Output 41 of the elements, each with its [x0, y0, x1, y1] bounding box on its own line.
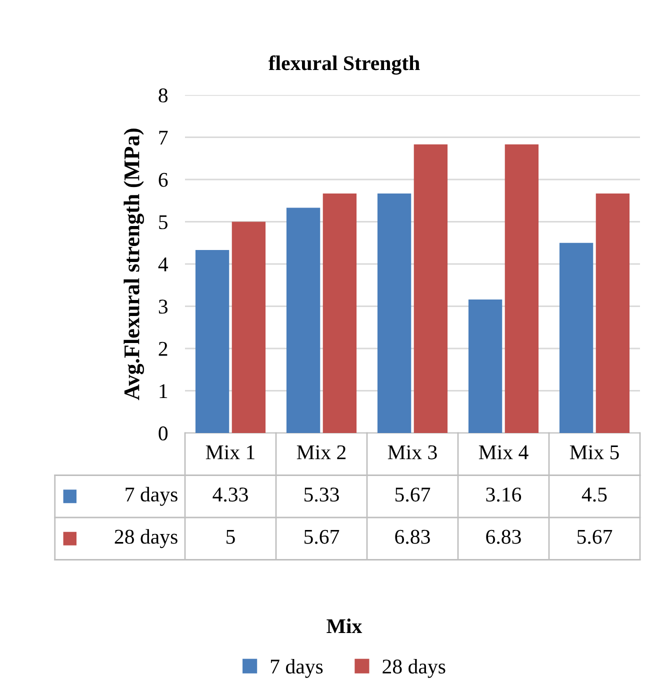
y-tick-label: 6: [158, 172, 168, 187]
legend-label: 28 days: [114, 529, 178, 548]
data-label: 3.16: [486, 488, 522, 502]
y-tick-label: 8: [158, 88, 168, 102]
data-label: 5.67: [304, 530, 340, 544]
bar: [377, 193, 412, 433]
data-label: 6.83: [486, 530, 521, 544]
x-tick-label: Mix 2: [296, 445, 346, 460]
bar: [232, 222, 266, 433]
x-tick-label: Mix 4: [478, 445, 528, 460]
text: 7 days: [270, 658, 323, 678]
y-tick-label: 7: [159, 130, 168, 144]
text: Mix: [326, 618, 362, 634]
bar: [596, 193, 630, 433]
data-label: 5: [226, 530, 235, 544]
x-tick-label: Mix 3: [388, 445, 437, 460]
data-label: 6.83: [395, 530, 430, 544]
chart-title: flexural Strength: [268, 55, 420, 75]
y-axis-title: Avg.Flexural strength (MPa): [124, 128, 144, 400]
bar: [286, 208, 320, 433]
legend-label: 7 days: [126, 486, 178, 506]
y-tick-label: 2: [158, 342, 168, 356]
bar: [559, 242, 594, 433]
bar: [468, 299, 502, 433]
text: 28 days: [382, 658, 446, 678]
data-label: 5.33: [304, 488, 339, 502]
data-label: 4.33: [212, 488, 248, 502]
x-tick-label: Mix 1: [206, 445, 254, 460]
bar: [504, 144, 539, 433]
y-tick-label: 4: [158, 258, 168, 272]
y-tick-label: 1: [160, 384, 168, 398]
data-label: 5.67: [395, 488, 430, 502]
x-tick-label: Mix 5: [570, 445, 619, 460]
bar: [414, 144, 448, 433]
bar: [322, 193, 357, 433]
data-label: 5.67: [577, 530, 612, 544]
y-tick-label: 5: [159, 215, 168, 230]
y-tick-label: 0: [158, 426, 168, 440]
data-label: 4.5: [582, 488, 607, 502]
bar: [195, 250, 230, 433]
y-tick-label: 3: [158, 300, 168, 314]
